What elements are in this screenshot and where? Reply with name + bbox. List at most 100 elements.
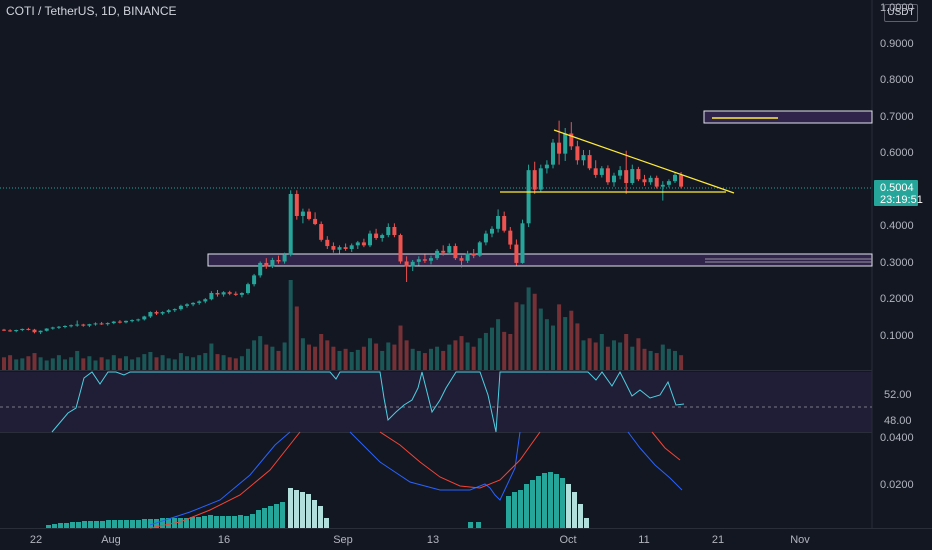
macd-hist-bar	[572, 492, 577, 528]
volume-bar	[569, 310, 574, 370]
macd-hist-bar	[312, 500, 317, 528]
volume-bar	[246, 348, 250, 370]
volume-bar	[392, 344, 397, 370]
rsi-line[interactable]	[51, 370, 685, 433]
candle-body	[544, 164, 549, 169]
macd-hist-bar	[214, 516, 219, 528]
candle-body	[593, 168, 598, 175]
macd-hist-bar	[88, 521, 93, 528]
candle-body	[520, 223, 525, 263]
volume-bar	[465, 342, 470, 370]
candle-body	[361, 242, 366, 246]
candle-body	[563, 133, 568, 154]
volume-bar	[435, 346, 440, 370]
volume-bar	[349, 352, 354, 370]
volume-bar	[160, 355, 165, 370]
candle-body	[465, 253, 470, 261]
volume-bar	[81, 358, 86, 370]
volume-bar	[294, 306, 299, 370]
candle-body	[557, 142, 562, 154]
volume-bar	[117, 358, 122, 370]
candle-body	[380, 235, 385, 238]
descending-trendline[interactable]	[553, 129, 735, 194]
date-tick: 21	[712, 534, 724, 546]
candle-body	[325, 239, 330, 247]
candle-body	[490, 228, 494, 234]
candle-body	[447, 246, 452, 253]
volume-bar	[148, 352, 153, 370]
macd-line-2[interactable]	[349, 431, 521, 501]
volume-bar	[343, 348, 348, 370]
macd-line-3[interactable]	[627, 431, 683, 491]
volume-bar	[453, 340, 458, 370]
volume-bar	[459, 336, 464, 370]
candle-body	[386, 226, 391, 236]
price-tick: 0.3000	[880, 257, 914, 269]
signal-line-2[interactable]	[379, 431, 541, 489]
date-tick: Oct	[559, 534, 576, 546]
candle-body	[508, 230, 513, 245]
candle-body	[276, 259, 281, 262]
date-tick: 16	[218, 534, 230, 546]
candle-body	[221, 292, 226, 295]
volume-bar	[563, 317, 568, 370]
volume-bar	[386, 342, 391, 370]
macd-hist-bar	[238, 515, 243, 528]
symbol-title[interactable]: COTI / TetherUS, 1D, BINANCE	[6, 4, 177, 18]
volume-bar	[398, 325, 403, 370]
volume-bar	[331, 346, 336, 370]
signal-line-3[interactable]	[651, 431, 681, 461]
macd-hist-bar	[560, 478, 565, 528]
candle-body	[117, 321, 122, 323]
volume-bar	[69, 357, 74, 370]
volume-bar	[276, 350, 281, 370]
volume-bar	[624, 334, 629, 370]
candle-body	[392, 226, 397, 236]
volume-bar	[63, 359, 67, 370]
volume-bar	[38, 357, 43, 370]
candle-body	[191, 302, 196, 305]
candlesticks	[2, 120, 684, 335]
volume-bar	[666, 348, 671, 370]
macd-hist-bar	[196, 517, 201, 528]
candle-body	[618, 170, 623, 176]
resistance-zone[interactable]	[703, 110, 873, 124]
candle-body	[38, 330, 43, 333]
macd-hist-bar	[288, 488, 293, 528]
macd-hist-bar	[178, 518, 183, 528]
macd-hist-bar	[232, 516, 237, 528]
support-zone[interactable]	[207, 253, 873, 267]
currency-badge[interactable]: USDT	[884, 4, 918, 22]
macd-hist-bar	[244, 516, 249, 528]
volume-bar	[313, 346, 318, 370]
macd-hist-bar	[226, 516, 231, 528]
candle-body	[32, 329, 37, 333]
macd-hist-bar	[300, 492, 305, 528]
candle-body	[441, 250, 446, 253]
candle-body	[532, 170, 537, 190]
candle-body	[538, 168, 543, 190]
candle-body	[288, 193, 293, 255]
candle-body	[215, 292, 220, 295]
macd-hist-bar	[220, 516, 225, 528]
macd-hist-bar	[190, 517, 195, 528]
price-tick: 0.9000	[880, 38, 914, 50]
volume-bar	[490, 327, 494, 370]
macd-tick: 0.0200	[880, 479, 914, 491]
signal-line-1[interactable]	[149, 431, 301, 529]
candle-body	[404, 261, 409, 267]
volume-bar	[429, 348, 433, 370]
macd-line-1[interactable]	[149, 431, 291, 526]
candle-body	[673, 174, 677, 182]
macd-hist-bar	[306, 494, 311, 528]
volume-bar	[136, 357, 141, 370]
volume-bar	[654, 353, 659, 370]
volume-bar	[258, 336, 263, 370]
candle-body	[203, 299, 208, 302]
volume-bar	[514, 302, 519, 370]
candle-body	[258, 262, 263, 276]
volume-bar	[544, 319, 549, 370]
volume-bar	[642, 348, 647, 370]
date-tick: 22	[30, 534, 42, 546]
